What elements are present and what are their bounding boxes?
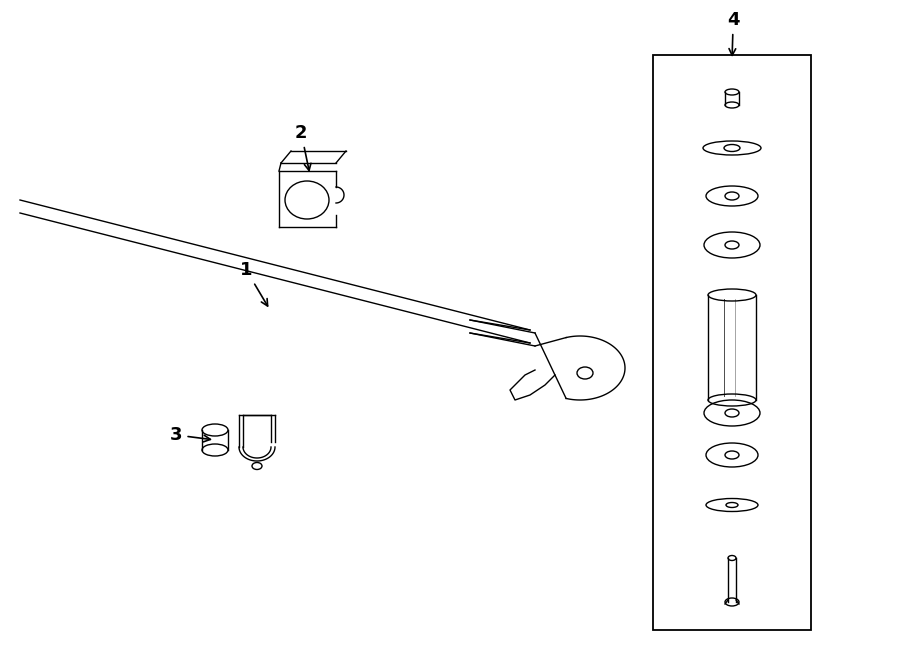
Text: 1: 1 [240,261,267,306]
Bar [653,55,811,630]
Text: 4: 4 [727,11,740,56]
Text: 2: 2 [295,124,311,171]
Text: 3: 3 [170,426,211,444]
